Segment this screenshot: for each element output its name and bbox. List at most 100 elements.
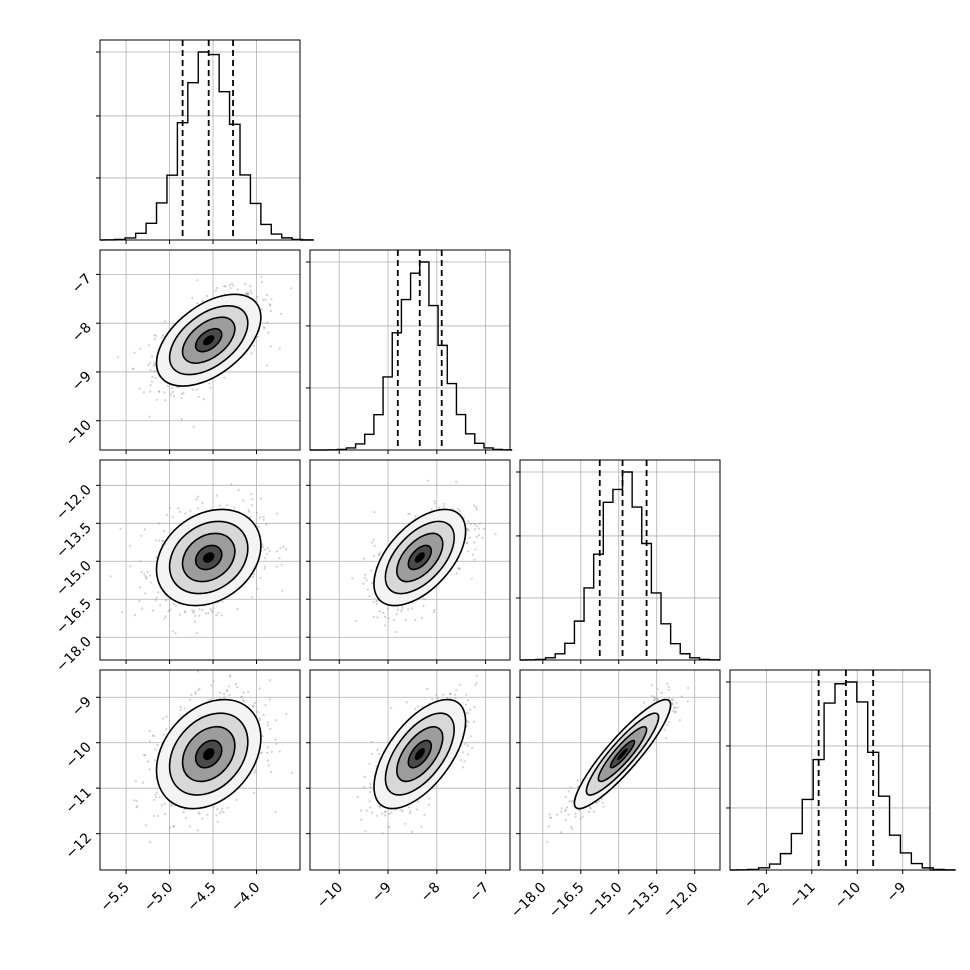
sample-point xyxy=(235,798,238,802)
sample-point xyxy=(363,775,366,778)
sample-point xyxy=(196,670,199,673)
sample-point xyxy=(172,395,176,398)
sample-point xyxy=(656,698,659,702)
sample-point xyxy=(141,607,144,610)
sample-point xyxy=(262,298,265,302)
sample-point xyxy=(372,615,375,619)
sample-point xyxy=(261,543,264,546)
sample-point xyxy=(431,698,434,701)
sample-point xyxy=(225,689,228,692)
sample-point xyxy=(190,693,193,697)
sample-point xyxy=(256,335,260,338)
panel-frame xyxy=(99,459,301,661)
sample-point xyxy=(263,548,266,551)
sample-point xyxy=(133,351,136,354)
sample-point xyxy=(215,494,218,497)
x-tick-label: −15.0 xyxy=(584,880,626,922)
sample-point xyxy=(267,764,270,767)
sample-point xyxy=(195,632,198,635)
sample-point xyxy=(388,826,391,829)
sample-point xyxy=(473,528,477,531)
sample-point xyxy=(680,695,683,698)
sample-point xyxy=(253,573,256,576)
sample-point xyxy=(179,706,182,709)
sample-point xyxy=(233,506,236,509)
sample-point xyxy=(223,696,226,699)
x-tick-label: −13.5 xyxy=(622,880,664,922)
sample-point xyxy=(674,710,677,713)
sample-point xyxy=(135,799,138,802)
panel-frame xyxy=(99,669,301,871)
sample-point xyxy=(383,615,387,618)
sample-point xyxy=(378,805,381,808)
sample-point xyxy=(248,510,251,513)
sample-point xyxy=(210,684,213,687)
sample-point xyxy=(157,591,160,594)
sample-point xyxy=(280,563,283,566)
sample-point xyxy=(470,735,473,738)
sample-point xyxy=(223,376,226,379)
sample-point xyxy=(548,813,551,816)
sample-point xyxy=(159,604,162,607)
sample-point xyxy=(466,719,469,722)
sample-point xyxy=(163,391,166,394)
sample-point xyxy=(215,286,218,290)
sample-point xyxy=(163,802,166,805)
histogram-1 xyxy=(310,261,513,451)
panel-frame xyxy=(99,39,301,241)
sample-point xyxy=(158,522,161,525)
sample-point xyxy=(160,336,163,339)
sample-point xyxy=(274,719,277,722)
sample-point xyxy=(459,683,462,686)
x-tick-label: −5.5 xyxy=(98,880,133,915)
sample-point xyxy=(158,390,161,393)
sample-point xyxy=(226,689,229,692)
sample-point xyxy=(149,384,152,387)
sample-point xyxy=(666,682,669,685)
sample-point xyxy=(410,607,414,610)
sample-point xyxy=(196,829,199,832)
sample-point xyxy=(119,527,122,530)
sample-point xyxy=(686,700,690,703)
contour-line xyxy=(597,725,648,783)
sample-point xyxy=(162,334,165,337)
sample-point xyxy=(252,704,255,707)
sample-point xyxy=(567,813,570,816)
scatter-panel-1-0: −10 −9 −8 −7 xyxy=(63,250,300,450)
sample-point xyxy=(180,396,183,399)
sample-point xyxy=(229,287,232,290)
sample-point xyxy=(475,508,479,511)
sample-point xyxy=(672,698,675,702)
sample-point xyxy=(364,573,367,576)
sample-point xyxy=(182,392,185,395)
sample-point xyxy=(565,806,569,809)
sample-point xyxy=(221,600,224,603)
panel-frame xyxy=(309,249,511,451)
sample-point xyxy=(673,706,677,709)
sample-point xyxy=(192,425,195,428)
sample-point xyxy=(225,504,229,507)
sample-point xyxy=(147,344,150,347)
y-tick-label: −16.5 xyxy=(53,596,95,638)
sample-point xyxy=(246,293,249,296)
sample-point xyxy=(217,611,220,614)
sample-point xyxy=(197,395,200,398)
sample-point xyxy=(205,612,208,615)
sample-point xyxy=(214,289,217,292)
sample-point xyxy=(565,808,568,811)
density-shade xyxy=(202,335,215,346)
sample-point xyxy=(446,696,449,700)
sample-point xyxy=(416,800,419,803)
sample-point xyxy=(282,545,285,548)
sample-point xyxy=(455,572,458,575)
sample-point xyxy=(154,793,157,796)
sample-point xyxy=(414,618,417,621)
sample-point xyxy=(197,689,200,692)
sample-point xyxy=(188,825,192,828)
sample-point xyxy=(155,334,158,337)
sample-point xyxy=(436,697,439,701)
sample-point xyxy=(198,608,201,611)
sample-point xyxy=(209,698,212,701)
y-tick-label: −11 xyxy=(63,785,95,817)
sample-point xyxy=(461,766,464,769)
